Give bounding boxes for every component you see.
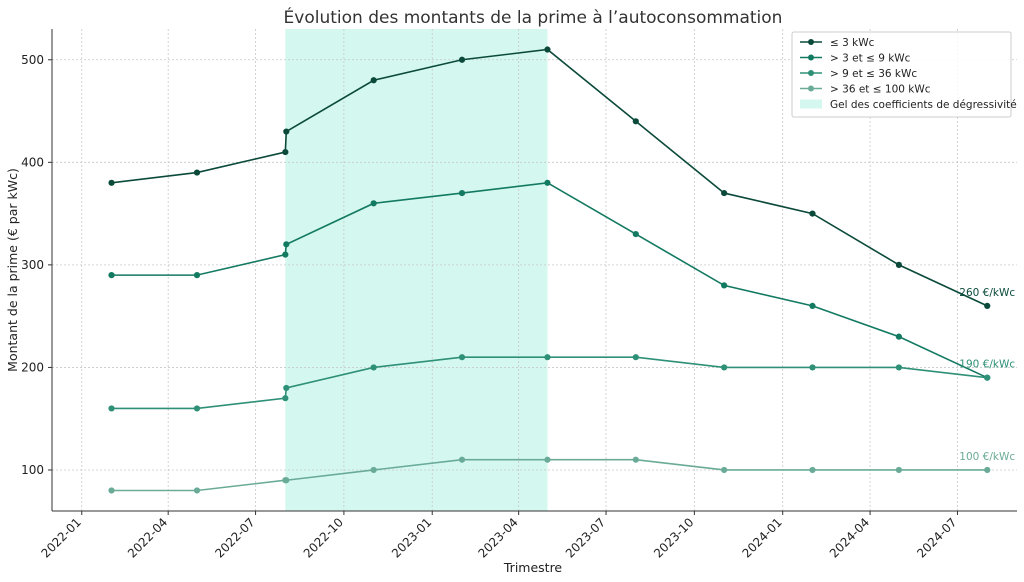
data-point [984,302,991,309]
chart-title: Évolution des montants de la prime à l’a… [284,6,783,28]
legend-box [791,31,1012,118]
data-point [809,466,816,474]
series-layer [108,46,991,494]
x-tick-label: 2024-01 [739,515,784,560]
data-point [544,46,551,53]
legend-item: > 36 et ≤ 100 kWc [800,84,931,96]
data-point [370,200,377,207]
data-point [282,148,289,156]
y-tick-label: 200 [21,360,44,374]
data-point [895,466,902,474]
y-axis-label: Montant de la prime (€ par kWc) [5,168,20,372]
data-point [721,466,728,474]
data-point [632,456,639,463]
series-4 [108,456,991,494]
legend-item: ≤ 3 kWc [800,37,875,49]
legend-area-swatch [800,99,822,109]
x-tick-label: 2024-04 [827,515,872,560]
legend-marker [808,54,814,61]
end-label-layer: 260 €/kWc 190 €/kWc 100 €/kWc [959,287,1015,463]
series-1 [108,46,991,309]
legend-label: > 9 et ≤ 36 kWc [830,68,917,80]
end-value-label: 190 €/kWc [959,359,1015,371]
data-point [108,487,115,494]
data-point [283,384,290,392]
data-point [544,456,551,463]
series-line [111,356,988,410]
data-point [632,118,639,125]
data-point [721,364,728,371]
data-point [632,231,639,238]
data-point [283,128,290,135]
legend-item-shaded-region: Gel des coefficients de dégressivité [800,99,1017,111]
legend-marker [808,70,814,76]
data-point [895,364,902,371]
data-point [283,477,290,484]
data-point [282,251,289,258]
series-2 [108,179,991,381]
legend-item: > 3 et ≤ 9 kWc [800,53,911,65]
data-point [282,395,289,402]
series-line [111,458,988,492]
x-tick-label: 2023-04 [475,515,520,560]
data-point [108,405,115,412]
shaded-region [285,29,548,511]
data-point [458,456,466,463]
y-tick-label: 400 [21,155,44,169]
data-point [632,354,639,361]
x-tick-label: 2022-04 [125,515,170,560]
data-point [108,179,115,186]
legend-label: > 3 et ≤ 9 kWc [830,53,911,65]
data-point [809,364,816,371]
data-point [370,364,377,371]
end-value-label: 100 €/kWc [959,451,1015,463]
data-point [984,374,991,381]
x-tick-label: 2022-01 [39,515,84,560]
data-point [193,405,201,412]
data-point [458,354,466,361]
end-value-label: 260 €/kWc [959,287,1015,299]
x-tick-label: 2023-01 [389,515,434,560]
x-tick-label: 2023-07 [563,515,608,560]
data-point [721,282,728,289]
y-tick-label: 500 [21,53,44,67]
legend-label: Gel des coefficients de dégressivité [830,99,1017,111]
x-tick-label: 2023-10 [651,515,696,560]
x-tick-label: 2024-07 [914,515,959,560]
data-point [895,333,902,340]
data-point [809,302,816,309]
legend-marker [808,39,814,45]
series-line [111,48,988,307]
legend-marker [808,85,814,92]
data-point [984,466,991,474]
legend-label: ≤ 3 kWc [830,37,875,49]
data-point [721,189,728,197]
data-point [283,241,290,248]
data-point [193,169,201,176]
y-tick-label: 100 [21,463,44,477]
data-point [193,272,201,279]
data-point [193,487,201,494]
legend: ≤ 3 kWc > 3 et ≤ 9 kWc > 9 et ≤ 36 kWc > 36… [791,31,1017,118]
x-tick-label: 2022-10 [301,515,346,560]
data-point [544,179,551,186]
data-point [809,210,816,217]
legend-label: > 36 et ≤ 100 kWc [830,84,931,96]
y-tick-label: 300 [21,258,44,272]
data-point [458,56,466,63]
data-point [458,189,466,197]
x-tick-label: 2022-07 [212,515,257,560]
x-axis-label: Trimestre [503,560,563,575]
data-point [895,261,902,268]
data-point [108,272,115,279]
legend-item: > 9 et ≤ 36 kWc [800,68,917,80]
series-line [111,182,988,379]
data-point [544,354,551,361]
data-point [370,77,377,84]
data-point [370,466,377,474]
shaded-region-layer [285,29,548,511]
series-3 [108,354,991,412]
